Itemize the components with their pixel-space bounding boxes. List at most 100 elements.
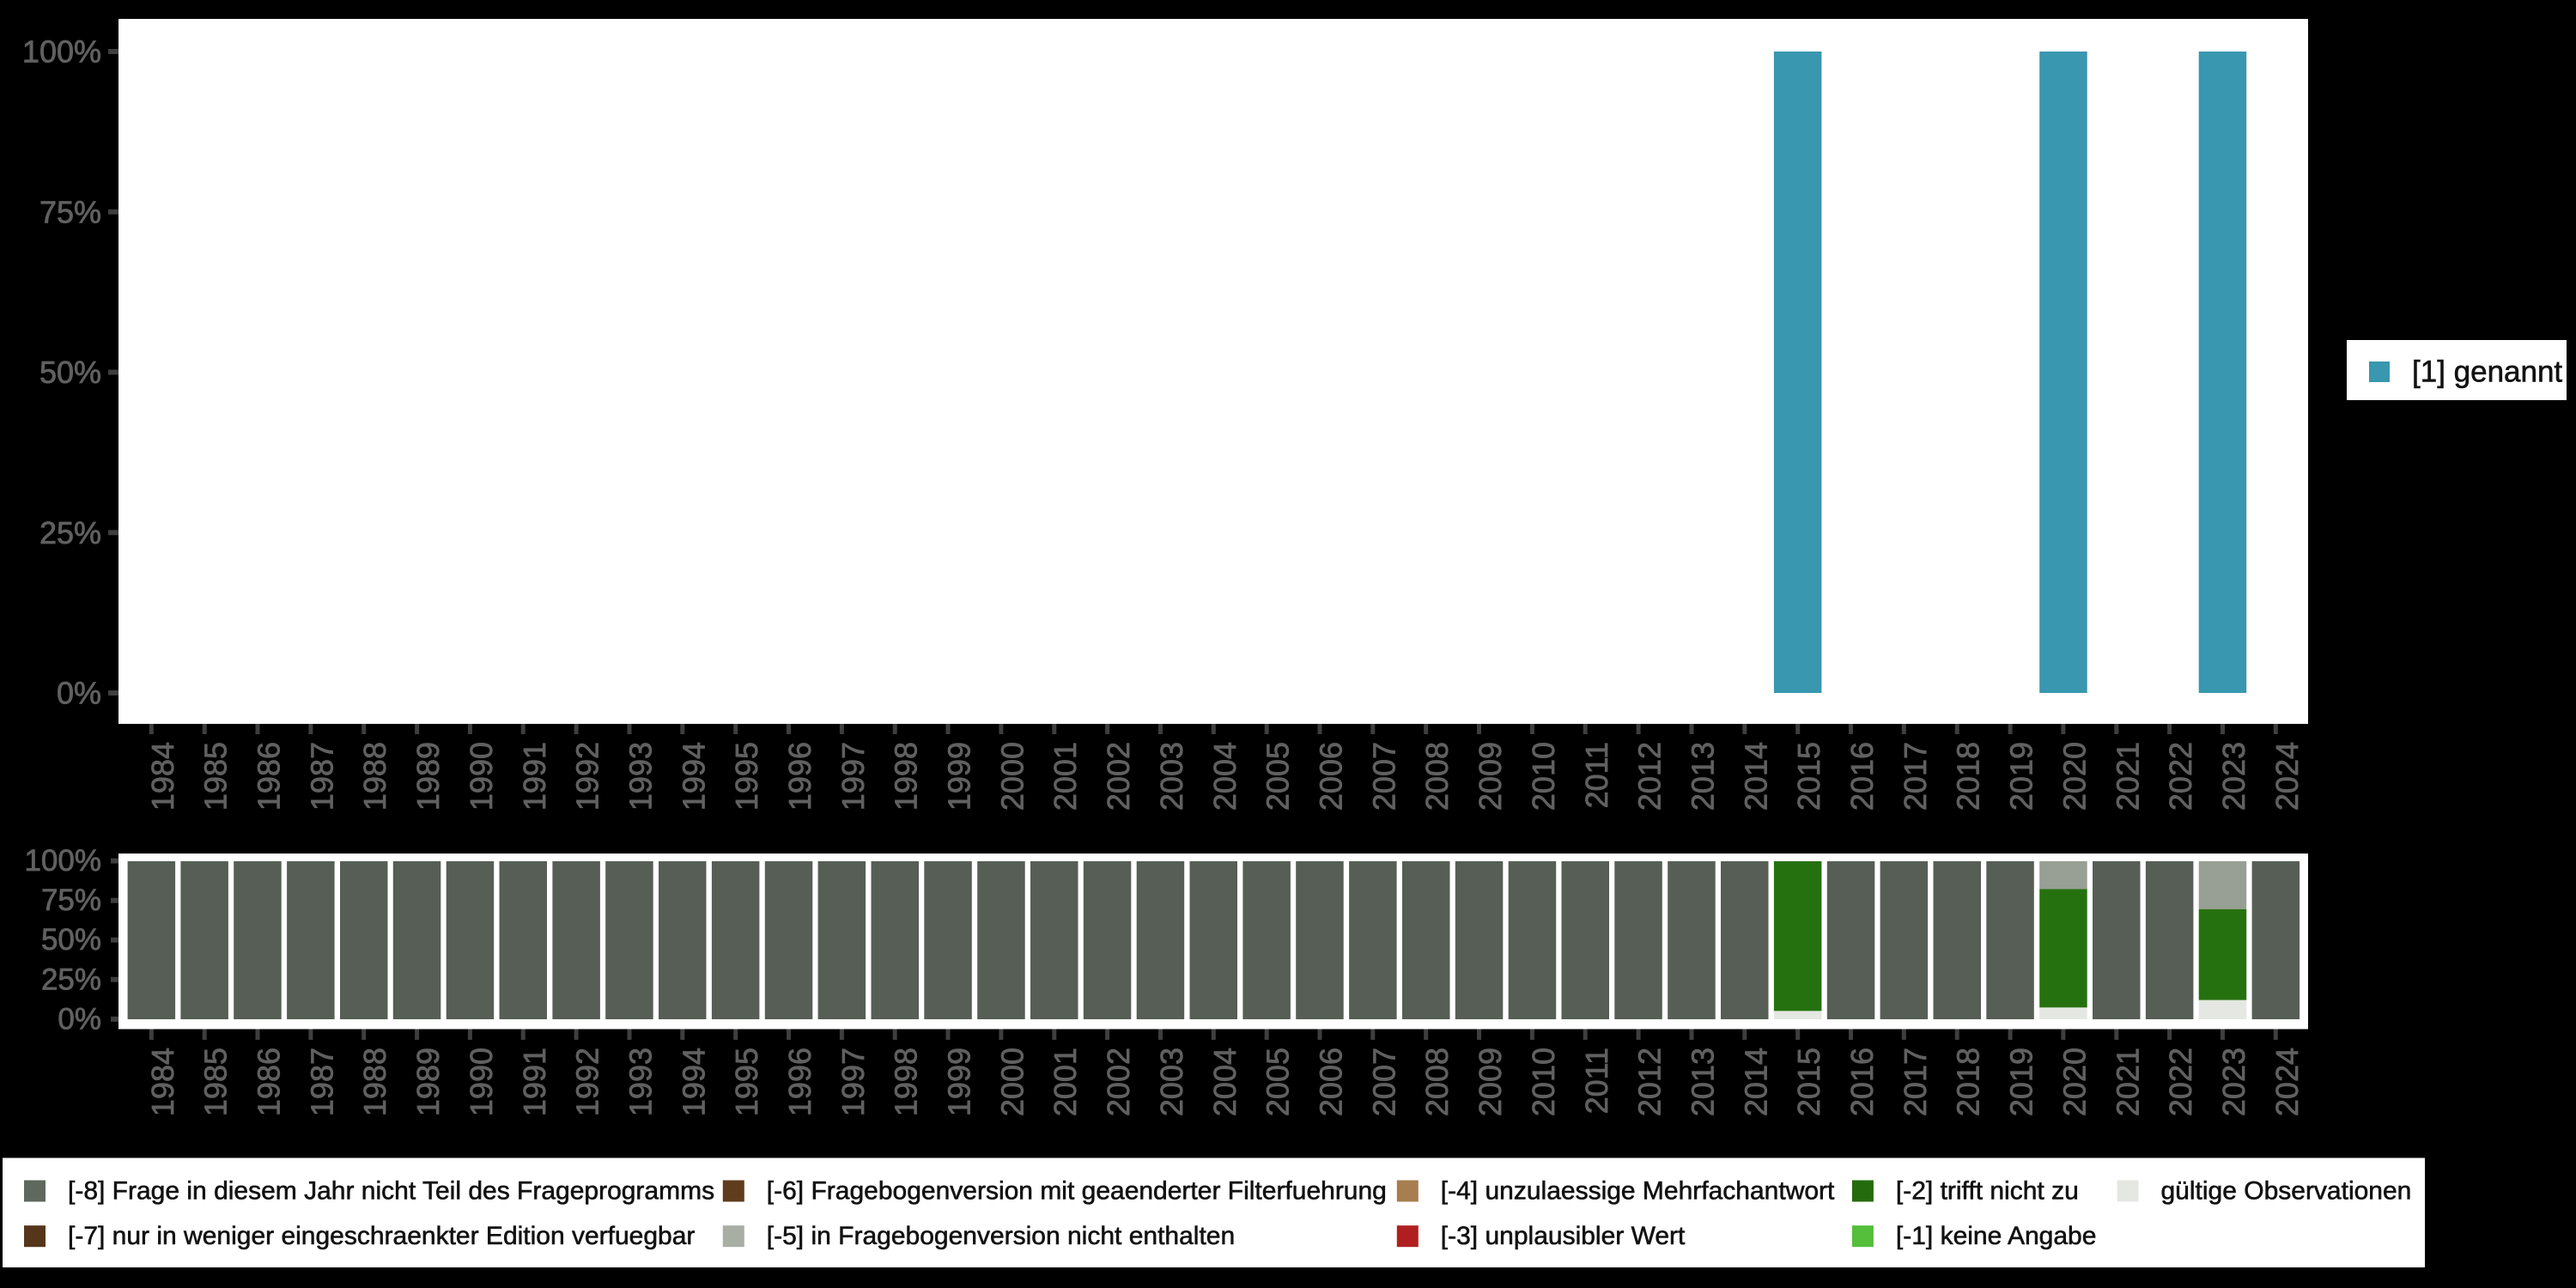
- svg-text:2023: 2023: [2216, 1048, 2251, 1116]
- svg-text:2005: 2005: [1261, 742, 1296, 811]
- svg-text:75%: 75%: [41, 884, 101, 917]
- svg-text:2014: 2014: [1738, 742, 1773, 811]
- svg-text:2001: 2001: [1048, 1048, 1083, 1116]
- svg-text:2011: 2011: [1579, 742, 1614, 808]
- svg-text:2023: 2023: [2216, 742, 2251, 811]
- svg-text:2007: 2007: [1366, 742, 1401, 811]
- svg-text:2021: 2021: [2110, 742, 2145, 811]
- svg-text:2021: 2021: [2110, 1048, 2145, 1116]
- svg-text:1998: 1998: [889, 742, 924, 811]
- svg-text:1988: 1988: [357, 742, 392, 811]
- svg-text:75%: 75%: [39, 194, 101, 229]
- svg-text:1991: 1991: [517, 1048, 552, 1116]
- svg-text:100%: 100%: [22, 34, 101, 70]
- svg-text:1987: 1987: [304, 742, 339, 811]
- svg-text:50%: 50%: [39, 355, 101, 390]
- svg-text:[-1] keine Angabe: [-1] keine Angabe: [1896, 1222, 2097, 1250]
- svg-text:2019: 2019: [2004, 1048, 2039, 1116]
- svg-text:100%: 100%: [24, 844, 101, 878]
- svg-text:1996: 1996: [782, 1048, 817, 1116]
- svg-text:1993: 1993: [623, 742, 659, 811]
- svg-text:1986: 1986: [252, 1048, 287, 1116]
- svg-text:2017: 2017: [1898, 1048, 1933, 1116]
- svg-text:1999: 1999: [942, 1048, 977, 1116]
- svg-text:1989: 1989: [410, 1048, 446, 1116]
- svg-text:2024: 2024: [2269, 1048, 2305, 1116]
- svg-text:2006: 2006: [1314, 1048, 1349, 1116]
- svg-text:[-8] Frage in diesem Jahr nich: [-8] Frage in diesem Jahr nicht Teil des…: [68, 1177, 714, 1206]
- svg-text:2020: 2020: [2057, 742, 2092, 811]
- svg-text:1990: 1990: [464, 1048, 499, 1116]
- svg-text:2008: 2008: [1419, 1048, 1455, 1116]
- svg-text:1993: 1993: [623, 1048, 659, 1116]
- svg-text:2009: 2009: [1473, 1048, 1508, 1116]
- svg-text:0%: 0%: [58, 1002, 101, 1036]
- svg-text:1994: 1994: [676, 1048, 711, 1116]
- svg-text:1999: 1999: [942, 742, 977, 811]
- svg-text:2000: 2000: [994, 1048, 1030, 1116]
- svg-text:0%: 0%: [57, 676, 101, 711]
- svg-text:1989: 1989: [410, 742, 446, 811]
- svg-text:1997: 1997: [835, 1048, 871, 1116]
- svg-text:[-4] unzulaessige Mehrfachantw: [-4] unzulaessige Mehrfachantwort: [1441, 1177, 1835, 1206]
- svg-text:2009: 2009: [1473, 742, 1508, 811]
- svg-text:gültige Observationen: gültige Observationen: [2161, 1177, 2412, 1206]
- svg-text:1996: 1996: [782, 742, 817, 811]
- svg-text:1992: 1992: [570, 742, 605, 811]
- svg-text:2001: 2001: [1048, 742, 1083, 811]
- svg-text:2005: 2005: [1261, 1048, 1296, 1116]
- svg-text:2018: 2018: [1951, 1048, 1986, 1116]
- svg-text:2013: 2013: [1686, 1048, 1721, 1116]
- svg-text:2008: 2008: [1419, 742, 1455, 811]
- svg-text:[-7] nur in weniger eingeschra: [-7] nur in weniger eingeschraenkter Edi…: [68, 1222, 695, 1250]
- svg-text:2022: 2022: [2163, 1048, 2198, 1116]
- svg-text:2004: 2004: [1207, 742, 1242, 811]
- svg-text:1985: 1985: [198, 1048, 234, 1116]
- svg-text:1995: 1995: [729, 1048, 764, 1116]
- svg-text:1984: 1984: [145, 1048, 180, 1116]
- svg-text:2003: 2003: [1154, 742, 1189, 811]
- svg-text:2016: 2016: [1844, 1048, 1880, 1116]
- svg-text:50%: 50%: [41, 923, 101, 957]
- svg-text:2003: 2003: [1154, 1048, 1189, 1116]
- svg-text:1994: 1994: [676, 742, 711, 811]
- svg-text:2015: 2015: [1791, 1048, 1826, 1116]
- svg-text:2016: 2016: [1844, 742, 1880, 811]
- svg-text:1997: 1997: [835, 742, 871, 811]
- svg-text:2010: 2010: [1526, 742, 1561, 811]
- svg-text:1986: 1986: [252, 742, 287, 811]
- svg-text:1985: 1985: [198, 742, 234, 811]
- svg-text:2012: 2012: [1632, 1048, 1668, 1116]
- svg-text:[-5] in Fragebogenversion nich: [-5] in Fragebogenversion nicht enthalte…: [767, 1222, 1235, 1250]
- svg-text:1992: 1992: [570, 1048, 605, 1116]
- svg-text:1991: 1991: [517, 742, 552, 811]
- svg-text:2004: 2004: [1207, 1048, 1242, 1116]
- svg-text:2013: 2013: [1686, 742, 1721, 811]
- svg-text:2006: 2006: [1314, 742, 1349, 811]
- svg-text:[-6] Fragebogenversion mit gea: [-6] Fragebogenversion mit geaenderter F…: [767, 1177, 1387, 1206]
- svg-text:2007: 2007: [1366, 1048, 1401, 1116]
- svg-text:2020: 2020: [2057, 1048, 2092, 1116]
- svg-text:2002: 2002: [1101, 1048, 1136, 1116]
- svg-text:2019: 2019: [2004, 742, 2039, 811]
- svg-text:2011: 2011: [1579, 1048, 1614, 1114]
- svg-text:1995: 1995: [729, 742, 764, 811]
- svg-text:1988: 1988: [357, 1048, 392, 1116]
- svg-text:25%: 25%: [41, 963, 101, 996]
- svg-text:[1] genannt: [1] genannt: [2412, 355, 2562, 389]
- svg-text:2012: 2012: [1632, 742, 1668, 811]
- svg-text:2022: 2022: [2163, 742, 2198, 811]
- svg-text:2024: 2024: [2269, 742, 2305, 811]
- svg-text:1987: 1987: [304, 1048, 339, 1116]
- svg-text:2017: 2017: [1898, 742, 1933, 811]
- svg-text:2014: 2014: [1738, 1048, 1773, 1116]
- svg-text:1998: 1998: [889, 1048, 924, 1116]
- svg-text:2002: 2002: [1101, 742, 1136, 811]
- svg-text:2000: 2000: [994, 742, 1030, 811]
- svg-text:2018: 2018: [1951, 742, 1986, 811]
- svg-text:[-2] trifft nicht zu: [-2] trifft nicht zu: [1896, 1177, 2079, 1206]
- svg-text:1990: 1990: [464, 742, 499, 811]
- svg-text:2010: 2010: [1526, 1048, 1561, 1116]
- svg-text:2015: 2015: [1791, 742, 1826, 811]
- svg-text:25%: 25%: [39, 515, 101, 550]
